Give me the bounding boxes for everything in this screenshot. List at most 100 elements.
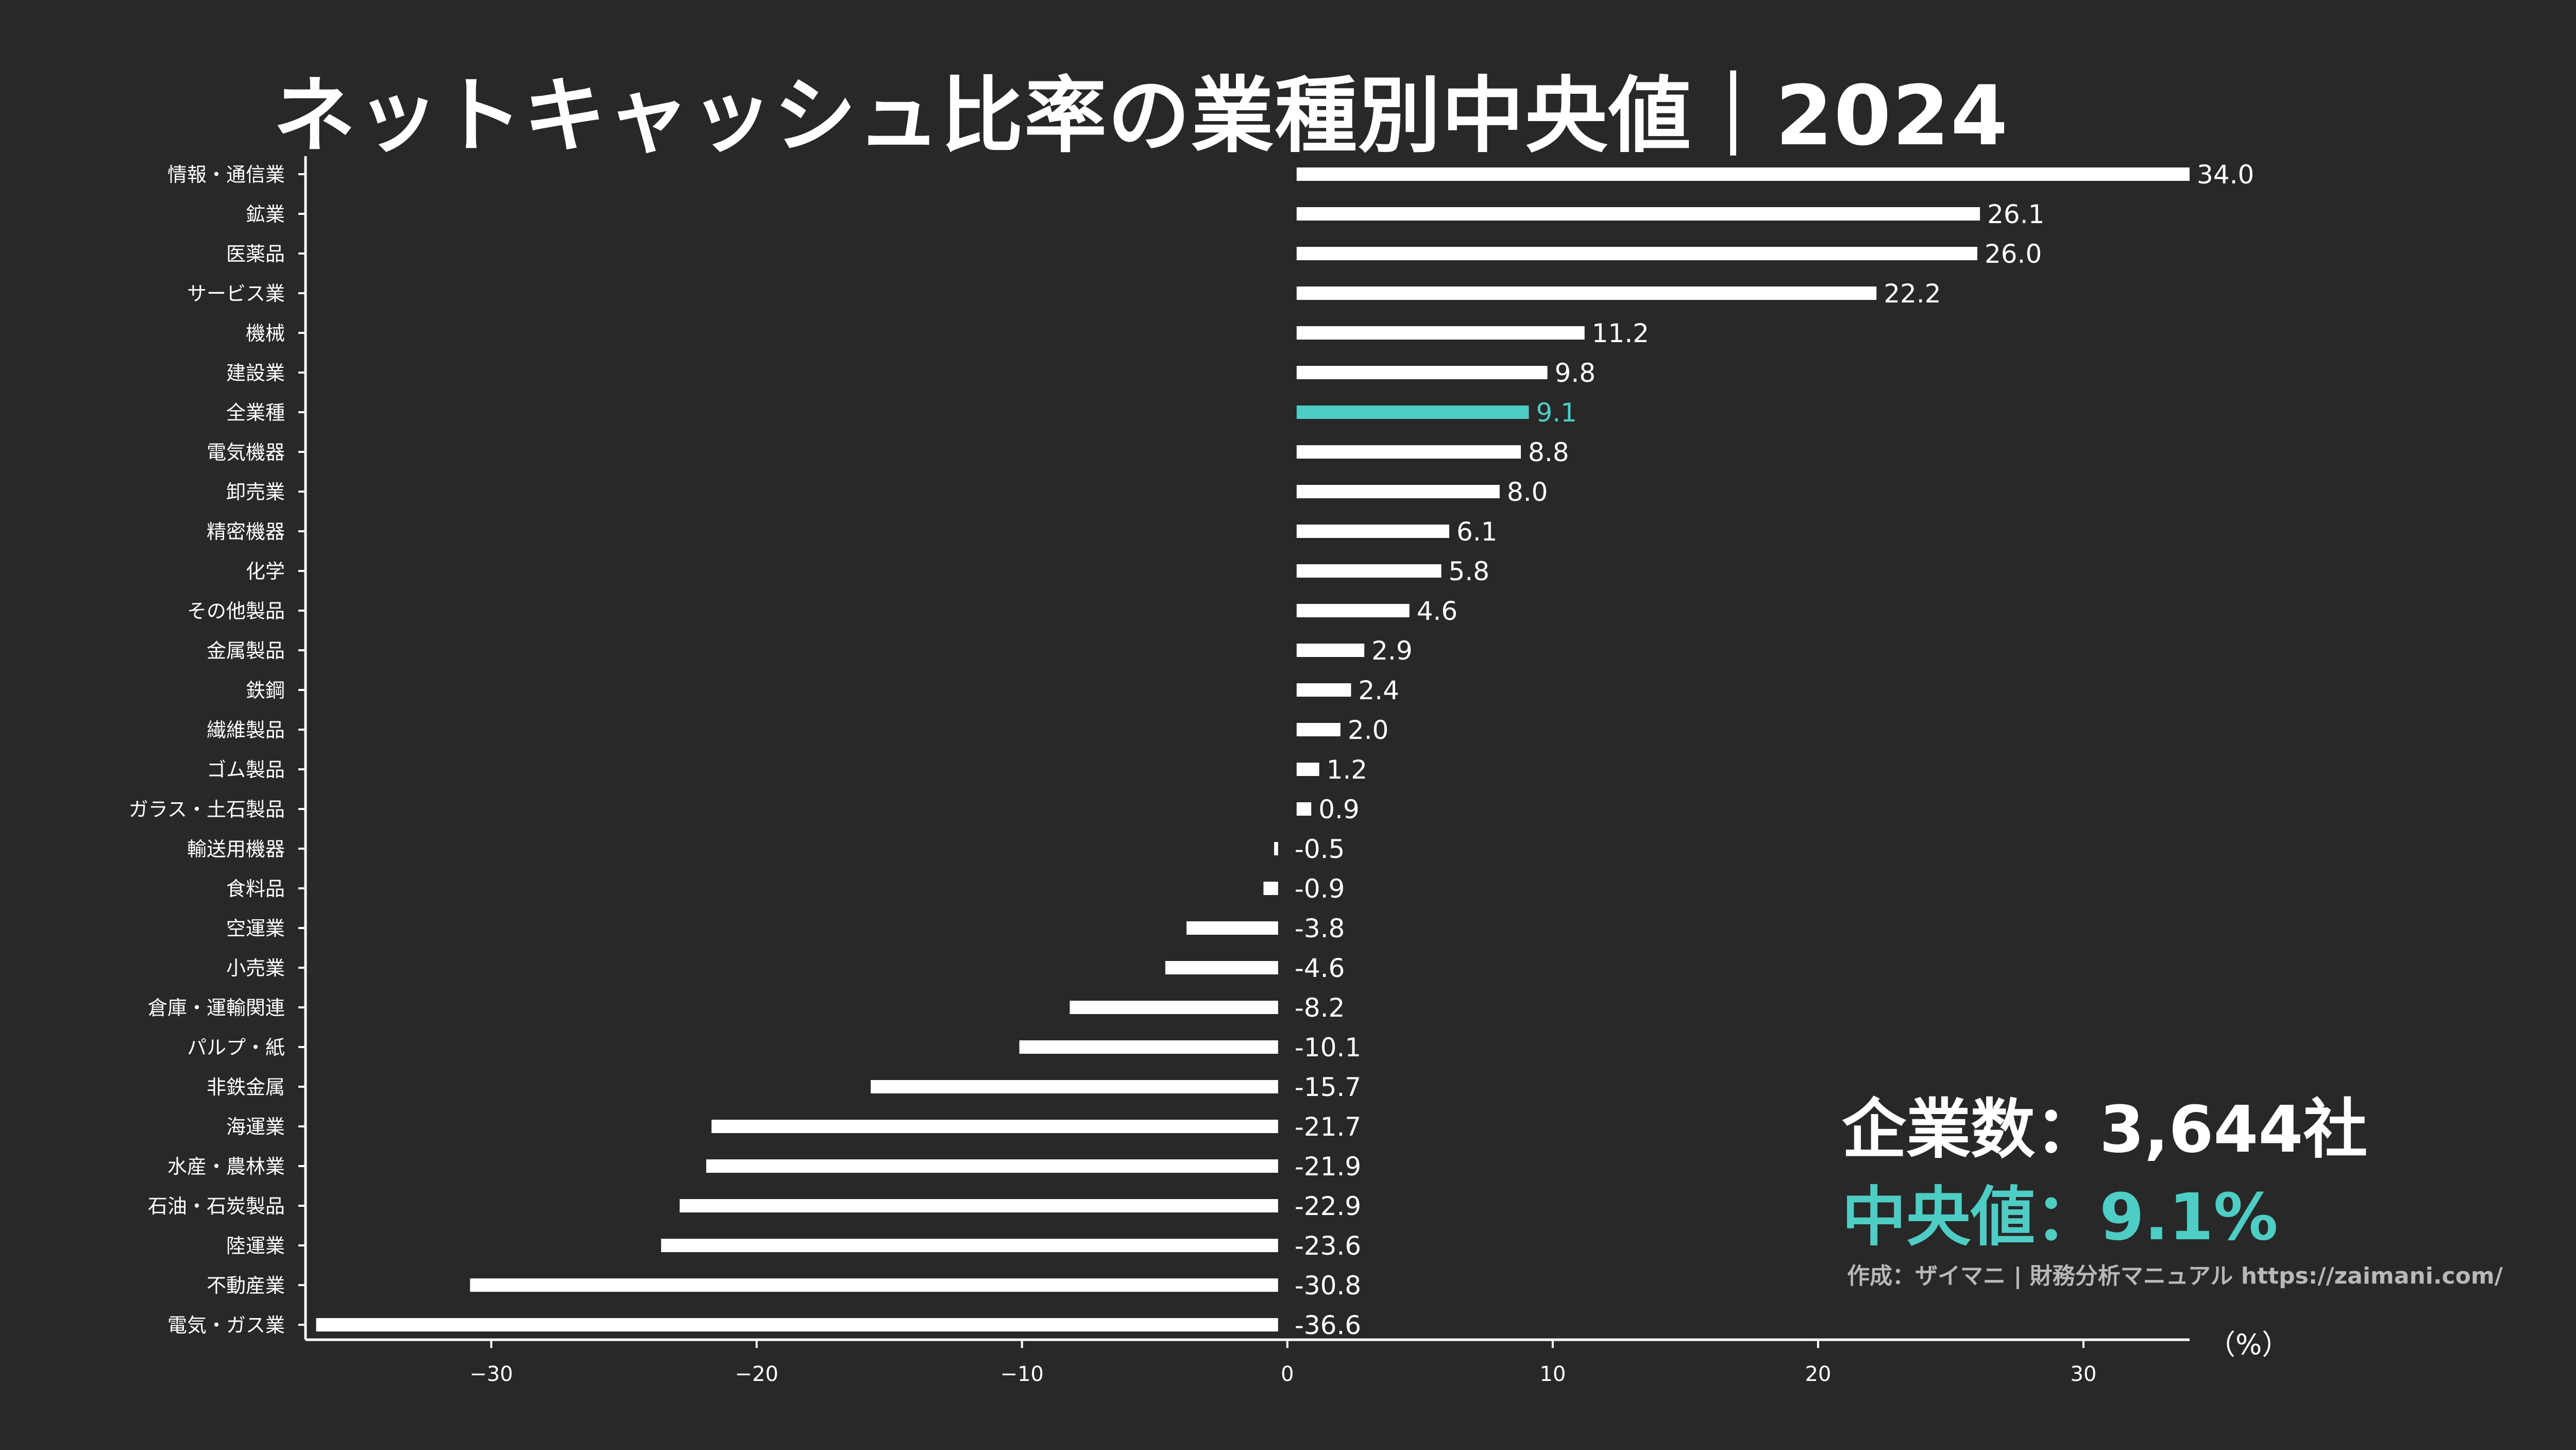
category-label-15: ゴム製品 [207, 758, 285, 781]
value-label-0: 34.0 [2197, 160, 2254, 190]
value-label-25: -21.9 [1295, 1152, 1361, 1182]
value-label-27: -23.6 [1295, 1231, 1361, 1261]
x-tick-label-2: −10 [1000, 1362, 1043, 1386]
category-label-8: 卸売業 [226, 481, 285, 503]
category-label-18: 食料品 [226, 878, 285, 900]
category-label-23: 非鉄金属 [207, 1076, 285, 1099]
category-label-5: 建設業 [226, 362, 285, 384]
bar-26 [680, 1199, 1278, 1212]
chart-bars [316, 167, 2190, 1331]
bar-13 [1296, 683, 1351, 697]
bar-14 [1296, 723, 1341, 736]
chart-title: ネットキャッシュ比率の業種別中央値｜2024 [273, 68, 2009, 164]
category-label-3: サービス業 [187, 282, 285, 305]
x-tick-label-5: 20 [1805, 1362, 1831, 1386]
chart-axes [304, 156, 2190, 1341]
value-label-20: -4.6 [1295, 953, 1345, 983]
bar-25 [706, 1159, 1278, 1173]
bar-7 [1296, 445, 1521, 459]
category-label-25: 水産・農林業 [167, 1155, 285, 1178]
value-label-22: -10.1 [1295, 1033, 1361, 1063]
bar-24 [711, 1120, 1278, 1133]
x-tick-label-3: 0 [1281, 1362, 1294, 1386]
category-label-28: 不動産業 [207, 1274, 285, 1297]
value-label-17: -0.5 [1295, 834, 1345, 864]
bar-1 [1296, 207, 1980, 221]
value-label-6: 9.1 [1536, 398, 1577, 428]
category-label-1: 鉱業 [246, 203, 285, 226]
value-labels: 34.0 26.1 26.0 22.2 11.2 9.8 9.1 8.8 8.0 6.1 5.8 4.… [1295, 160, 2255, 1340]
value-label-10: 5.8 [1449, 557, 1490, 586]
value-label-15: 1.2 [1327, 755, 1368, 785]
category-label-11: その他製品 [187, 600, 285, 622]
category-label-13: 鉄鋼 [246, 679, 285, 702]
value-label-13: 2.4 [1358, 676, 1399, 705]
category-label-4: 機械 [246, 322, 285, 345]
value-label-16: 0.9 [1318, 795, 1360, 824]
bar-4 [1296, 326, 1585, 340]
bar-19 [1187, 921, 1278, 935]
bar-2 [1296, 247, 1977, 260]
value-label-26: -22.9 [1295, 1191, 1361, 1221]
category-label-21: 倉庫・運輸関連 [148, 997, 285, 1019]
bar-28 [470, 1278, 1278, 1292]
bar-23 [871, 1080, 1278, 1093]
value-label-21: -8.2 [1295, 993, 1345, 1023]
value-label-8: 8.0 [1507, 477, 1548, 507]
value-label-3: 22.2 [1884, 279, 1941, 309]
value-label-24: -21.7 [1295, 1112, 1361, 1142]
x-axis-unit-label: （%） [2208, 1328, 2290, 1361]
bar-0 [1296, 167, 2190, 181]
company-count-label: 企業数：3,644社 [1842, 1092, 2368, 1167]
category-label-20: 小売業 [226, 957, 285, 980]
category-label-14: 繊維製品 [207, 719, 285, 741]
value-label-9: 6.1 [1456, 517, 1498, 547]
bar-17 [1274, 842, 1278, 855]
bar-8 [1296, 485, 1500, 498]
value-label-19: -3.8 [1295, 914, 1345, 943]
bar-27 [661, 1239, 1278, 1252]
category-label-6: 全業種 [226, 401, 285, 424]
bar-15 [1296, 763, 1319, 776]
category-labels: 情報・通信業鉱業医薬品サービス業機械建設業全業種電気機器卸売業精密機器化学その他… [129, 163, 306, 1337]
bar-5 [1296, 366, 1548, 379]
value-label-23: -15.7 [1295, 1072, 1361, 1102]
category-label-12: 金属製品 [207, 639, 285, 662]
category-label-24: 海運業 [226, 1116, 285, 1138]
value-label-29: -36.6 [1295, 1310, 1361, 1340]
bar-12 [1296, 644, 1365, 657]
value-label-5: 9.8 [1555, 358, 1596, 388]
category-label-16: ガラス・土石製品 [129, 798, 285, 821]
bar-29 [316, 1318, 1278, 1331]
category-label-0: 情報・通信業 [167, 163, 285, 186]
x-tick-label-6: 30 [2071, 1362, 2097, 1386]
bar-9 [1296, 525, 1449, 538]
bar-6 [1296, 406, 1529, 419]
value-label-18: -0.9 [1295, 874, 1345, 904]
category-label-9: 精密機器 [207, 520, 285, 543]
bar-20 [1165, 961, 1278, 974]
x-tick-label-0: −30 [469, 1362, 513, 1386]
category-label-19: 空運業 [226, 917, 285, 940]
category-label-17: 輸送用機器 [187, 838, 285, 861]
bar-21 [1070, 1001, 1278, 1014]
x-tick-label-1: −20 [735, 1362, 778, 1386]
value-label-14: 2.0 [1348, 715, 1389, 745]
credit-text: 作成：ザイマニ | 財務分析マニュアル https://zaimani.com/ [1847, 1263, 2503, 1289]
value-label-2: 26.0 [1985, 239, 2042, 269]
bar-11 [1296, 604, 1410, 617]
value-label-7: 8.8 [1528, 437, 1569, 467]
category-label-27: 陸運業 [226, 1235, 285, 1257]
value-label-11: 4.6 [1417, 596, 1458, 626]
bar-16 [1296, 802, 1312, 816]
category-label-2: 医薬品 [226, 243, 285, 265]
bar-3 [1296, 286, 1877, 300]
category-label-22: パルプ・紙 [187, 1036, 285, 1059]
value-label-4: 11.2 [1592, 318, 1649, 348]
value-label-1: 26.1 [1987, 199, 2044, 229]
x-tick-label-4: 10 [1539, 1362, 1566, 1386]
median-label: 中央値：9.1% [1842, 1180, 2278, 1255]
category-label-7: 電気機器 [207, 441, 285, 464]
category-label-26: 石油・石炭製品 [148, 1195, 285, 1218]
